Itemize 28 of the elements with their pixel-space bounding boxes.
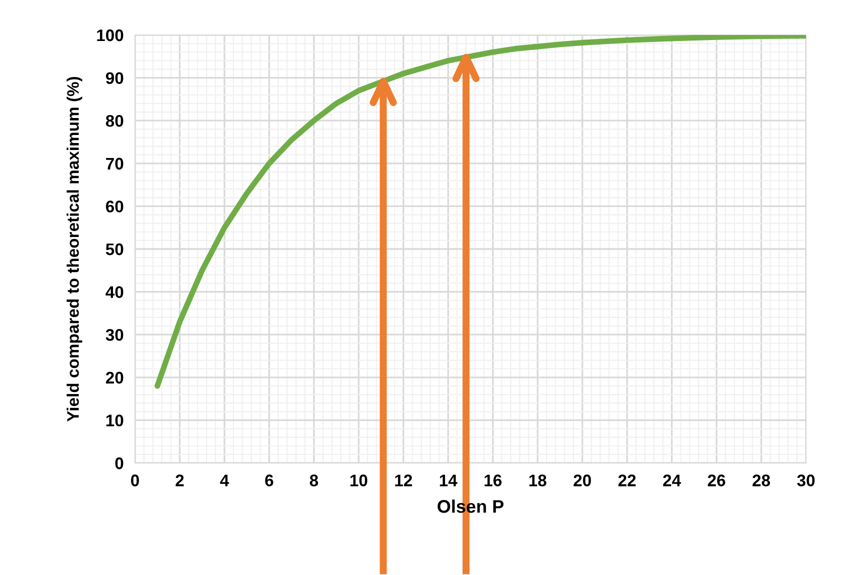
x-tick-label: 16 bbox=[484, 474, 502, 486]
x-tick-label: 20 bbox=[574, 474, 591, 486]
x-tick-label: 14 bbox=[440, 474, 458, 486]
x-tick-label: 6 bbox=[265, 474, 274, 486]
y-tick-label: 80 bbox=[106, 115, 124, 127]
x-tick-label: 10 bbox=[350, 474, 368, 486]
y-tick-label: 30 bbox=[106, 329, 124, 341]
y-tick-label: 40 bbox=[106, 286, 124, 298]
y-tick-label: 10 bbox=[106, 414, 124, 426]
x-tick-label: 8 bbox=[310, 474, 318, 486]
x-tick-label: 18 bbox=[529, 474, 546, 486]
y-tick-label: 90 bbox=[106, 72, 124, 84]
x-tick-label: 28 bbox=[752, 474, 770, 486]
y-tick-label: 20 bbox=[106, 372, 124, 384]
y-axis-title: Yield compared to theoretical maximum (%) bbox=[66, 76, 82, 422]
x-tick-label: 0 bbox=[131, 474, 139, 486]
x-tick-label: 26 bbox=[708, 474, 726, 486]
x-tick-label: 12 bbox=[395, 474, 412, 486]
y-tick-label: 70 bbox=[106, 158, 124, 170]
x-tick-label: 30 bbox=[797, 474, 815, 486]
y-tick-label: 50 bbox=[106, 243, 124, 256]
x-tick-label: 2 bbox=[176, 474, 184, 486]
y-tick-label: 0 bbox=[115, 457, 124, 470]
x-tick-label: 22 bbox=[618, 474, 636, 486]
x-tick-label: 4 bbox=[220, 474, 230, 486]
x-tick-label: 24 bbox=[663, 474, 681, 486]
y-tick-label: 100 bbox=[97, 29, 124, 42]
y-tick-label: 60 bbox=[106, 200, 124, 212]
